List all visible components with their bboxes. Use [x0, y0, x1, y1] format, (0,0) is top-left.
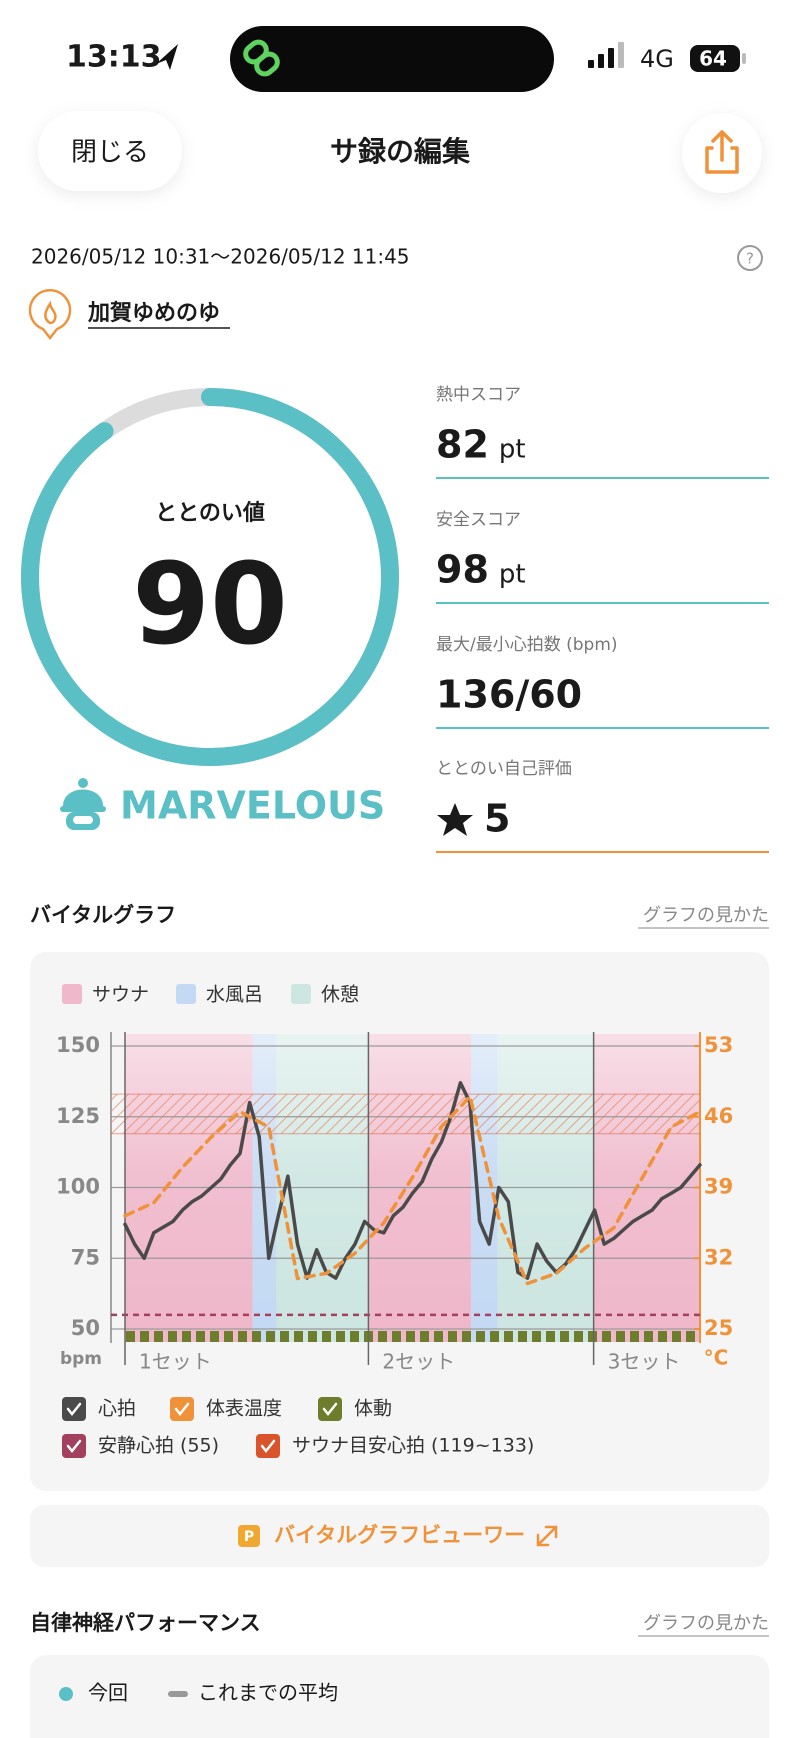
- legend-check[interactable]: [174, 1402, 190, 1417]
- legend-label: 今回: [88, 1681, 128, 1705]
- metric-value: 136/60: [436, 673, 582, 717]
- legend-label: これまでの平均: [198, 1681, 338, 1705]
- y2-unit: °C: [704, 1346, 729, 1370]
- y-tick-label: 100: [56, 1175, 100, 1199]
- metric-value: 98: [436, 548, 489, 592]
- score-label: ととのい値: [155, 501, 265, 526]
- signal-icon: [588, 42, 624, 68]
- section-title: 自律神経パフォーマンス: [30, 1611, 261, 1635]
- viewer-badge-label[interactable]: P: [244, 1529, 254, 1545]
- battery-level: 64: [699, 47, 727, 71]
- legend-label[interactable]: 体表温度: [206, 1398, 282, 1420]
- legend-dot: [59, 1687, 73, 1701]
- help-link[interactable]: グラフの見かた: [643, 905, 769, 926]
- y2-tick-label: 32: [704, 1245, 733, 1269]
- phase-swatch: [176, 984, 196, 1004]
- legend-check[interactable]: [322, 1402, 338, 1417]
- close-label[interactable]: 閉じる: [71, 138, 149, 168]
- legend-checkbox[interactable]: [318, 1397, 342, 1421]
- y-tick-label: 150: [56, 1033, 100, 1057]
- expand-icon[interactable]: [536, 1525, 558, 1547]
- metric-value: 82: [436, 423, 489, 467]
- y2-tick-label: 46: [704, 1104, 733, 1128]
- metric-label: ととのい自己評価: [436, 759, 572, 779]
- network-label: 4G: [640, 45, 674, 73]
- session-period: 2026/05/12 10:31～2026/05/12 11:45: [31, 245, 410, 269]
- battery: [690, 45, 740, 72]
- rank-label: MARVELOUS: [120, 784, 385, 828]
- help-link[interactable]: グラフの見かた: [643, 1613, 769, 1634]
- set-label: 3セット: [608, 1350, 681, 1374]
- place-icon: [28, 289, 72, 341]
- legend-label[interactable]: 体動: [354, 1398, 392, 1420]
- vital-graph: サウナ 水風呂 休憩 50 75 100 125 150 25 32 39 46 53 bpm °C 1セット…: [56, 984, 733, 1458]
- y-tick-label: 50: [71, 1316, 100, 1340]
- status-time: 13:13: [66, 40, 162, 75]
- metric-unit: pt: [499, 435, 526, 465]
- y-unit: bpm: [60, 1349, 102, 1369]
- phase-label: サウナ: [92, 984, 149, 1006]
- island-link-icon: [243, 39, 280, 77]
- legend-label[interactable]: 安静心拍 (55): [98, 1435, 219, 1457]
- y2-tick-label: 53: [704, 1033, 733, 1057]
- rank-mascot: [60, 778, 106, 830]
- phase-label: 休憩: [321, 984, 359, 1006]
- page-title: サ録の編集: [330, 135, 471, 168]
- phase-label: 水風呂: [206, 984, 263, 1006]
- help-icon-mark[interactable]: ?: [746, 250, 754, 268]
- y2-tick-label: 39: [704, 1175, 733, 1199]
- section-title: バイタルグラフ: [30, 903, 176, 927]
- metric-label: 安全スコア: [436, 510, 521, 530]
- viewer-button[interactable]: [30, 1505, 769, 1567]
- metric-label: 熱中スコア: [436, 385, 521, 405]
- metrics-list: 熱中スコア 82 pt 安全スコア 98 pt 最大/最小心拍数 (bpm) 136/60 とと…: [436, 385, 769, 853]
- dynamic-island: [230, 26, 554, 92]
- series-line: [123, 1081, 702, 1280]
- y2-tick-label: 25: [704, 1316, 733, 1340]
- place-name[interactable]: 加賀ゆめのゆ: [87, 301, 220, 326]
- legend-check[interactable]: [66, 1439, 82, 1454]
- legend-checkbox[interactable]: [62, 1434, 86, 1458]
- ring-progress: [21, 388, 399, 766]
- share-icon[interactable]: [705, 130, 739, 174]
- legend-label[interactable]: 心拍: [98, 1398, 136, 1420]
- y-tick-label: 75: [71, 1245, 100, 1269]
- legend-checkbox[interactable]: [62, 1397, 86, 1421]
- location-icon: [156, 44, 178, 70]
- star-icon: [437, 803, 473, 836]
- battery-tip: [742, 53, 746, 64]
- metric-value: 5: [484, 797, 510, 841]
- legend-check[interactable]: [66, 1402, 82, 1417]
- score-ring: [21, 388, 399, 766]
- set-label: 1セット: [139, 1350, 212, 1374]
- series-line: [123, 1094, 702, 1286]
- set-label: 2セット: [382, 1350, 455, 1374]
- legend-dash: [168, 1691, 188, 1697]
- phase-swatch: [62, 984, 82, 1004]
- target-band: [111, 1094, 700, 1134]
- legend-label[interactable]: サウナ目安心拍 (119~133): [292, 1435, 534, 1457]
- y-tick-label: 125: [56, 1104, 100, 1128]
- metric-label: 最大/最小心拍数 (bpm): [436, 635, 618, 655]
- score-value: 90: [132, 540, 288, 670]
- viewer-badge[interactable]: [238, 1525, 260, 1547]
- metric-unit: pt: [499, 560, 526, 590]
- legend-check[interactable]: [260, 1439, 276, 1454]
- viewer-label[interactable]: バイタルグラフビューワー: [274, 1523, 525, 1547]
- autonomic-card: [30, 1655, 769, 1738]
- legend-checkbox[interactable]: [170, 1397, 194, 1421]
- legend-checkbox[interactable]: [256, 1434, 280, 1458]
- close-button[interactable]: [38, 111, 182, 191]
- help-icon[interactable]: [737, 245, 763, 271]
- motion-strip: [125, 1331, 700, 1342]
- phase-swatch: [291, 984, 311, 1004]
